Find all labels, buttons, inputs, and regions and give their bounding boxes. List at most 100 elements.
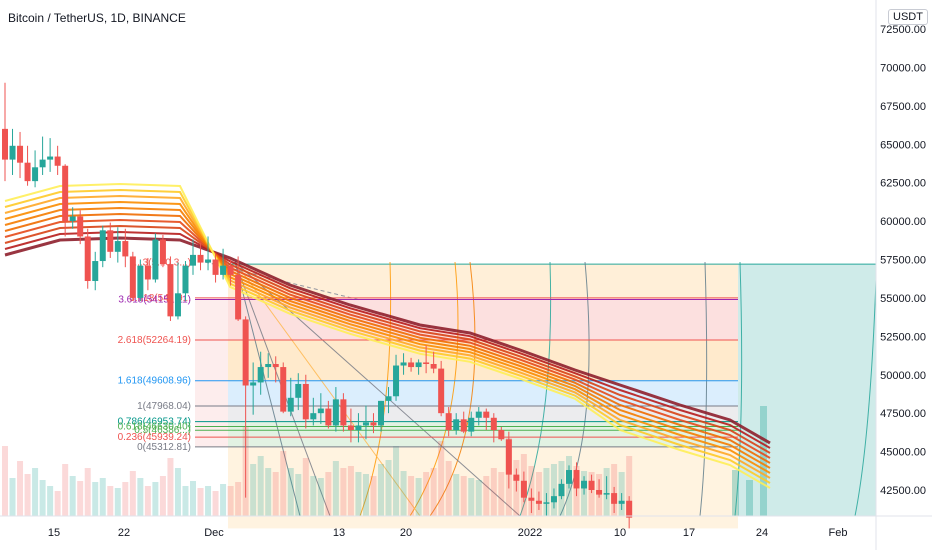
volume-bar xyxy=(287,468,294,516)
candle-body xyxy=(220,265,227,275)
volume-bar xyxy=(122,482,129,516)
candle xyxy=(69,207,76,229)
candle-body xyxy=(190,254,196,266)
volume-bar xyxy=(99,478,106,516)
candle-body xyxy=(618,500,625,504)
volume-bar xyxy=(129,471,136,516)
volume-bar xyxy=(355,472,362,516)
x-tick-label: 17 xyxy=(683,527,695,539)
volume-bar xyxy=(475,480,482,516)
candle xyxy=(378,400,384,432)
candle-body xyxy=(17,145,24,163)
y-tick-label: 55000.00 xyxy=(880,293,926,305)
candle xyxy=(611,486,618,514)
currency-button[interactable]: USDT xyxy=(888,9,928,25)
moving-average-line xyxy=(4,206,771,469)
volume-bar xyxy=(393,446,400,516)
candle xyxy=(17,131,24,179)
candle xyxy=(355,413,362,443)
y-tick-label: 62500.00 xyxy=(880,178,926,190)
candle-body xyxy=(626,500,633,518)
candle-body xyxy=(257,367,264,383)
candle xyxy=(618,493,625,510)
y-tick-label: 72500.00 xyxy=(880,24,926,36)
candle xyxy=(205,236,212,271)
volume-bar xyxy=(498,472,505,516)
candle-body xyxy=(174,293,181,317)
candle xyxy=(152,233,159,283)
candle xyxy=(415,359,422,375)
candle-body xyxy=(385,396,392,401)
candle-body xyxy=(265,363,272,368)
candle-body xyxy=(347,425,354,431)
candle xyxy=(626,496,633,529)
candle xyxy=(332,387,339,432)
candle xyxy=(137,259,144,301)
candle xyxy=(77,210,84,245)
volume-bar xyxy=(732,470,739,516)
candle xyxy=(558,479,565,500)
volume-bar xyxy=(250,464,257,516)
candle-body xyxy=(69,216,76,222)
volume-bar xyxy=(69,476,76,516)
candle xyxy=(265,353,272,378)
candle xyxy=(535,491,542,510)
candle xyxy=(566,465,572,489)
candle-body xyxy=(475,411,482,418)
candle xyxy=(340,393,347,432)
candle xyxy=(295,373,302,411)
y-tick-label: 45000.00 xyxy=(880,447,926,459)
candle-body xyxy=(24,162,31,182)
candle xyxy=(302,374,309,429)
candle xyxy=(453,413,460,435)
candle-body xyxy=(378,400,384,426)
fib-arc-6 xyxy=(734,261,743,517)
candle-body xyxy=(566,470,572,484)
candle-body xyxy=(144,265,151,280)
candle xyxy=(490,413,497,443)
volume-bar xyxy=(235,482,242,516)
candle xyxy=(347,408,354,443)
candle-body xyxy=(596,490,603,495)
projection-zone xyxy=(738,264,876,516)
fib-zone-6 xyxy=(228,446,738,529)
moving-average-line xyxy=(4,212,771,464)
fib-arc-7 xyxy=(854,279,877,517)
candle xyxy=(159,234,166,268)
candle xyxy=(475,407,482,426)
fib-arc-8 xyxy=(234,261,421,517)
volume-bar xyxy=(408,476,415,516)
candle xyxy=(550,488,557,509)
fib-level-label: 1.618(49608.96) xyxy=(118,376,191,387)
volume-bar xyxy=(54,491,61,516)
volume-bar xyxy=(438,441,445,516)
moving-average-line xyxy=(4,230,771,449)
candle xyxy=(362,405,369,440)
candle xyxy=(310,397,317,426)
candle xyxy=(250,362,257,415)
candle-body xyxy=(129,256,136,298)
volume-bar xyxy=(227,486,234,516)
x-tick-label: 2022 xyxy=(518,527,542,539)
candle xyxy=(280,362,287,414)
volume-bar xyxy=(2,446,8,516)
volume-bar xyxy=(280,451,287,516)
candle-body xyxy=(205,259,212,263)
candle-body xyxy=(370,422,377,426)
candle xyxy=(543,493,550,517)
candle xyxy=(84,228,91,289)
volume-bar xyxy=(257,456,264,516)
chart-title: Bitcoin / TetherUS, 1D, BINANCE xyxy=(8,11,186,25)
candle xyxy=(573,462,580,497)
candle-body xyxy=(603,493,610,495)
candle-body xyxy=(197,254,204,263)
candle-body xyxy=(114,241,121,252)
candle xyxy=(528,488,535,514)
candle xyxy=(144,257,151,291)
candle xyxy=(408,357,415,372)
volume-bar xyxy=(92,482,99,516)
y-tick-label: 70000.00 xyxy=(880,62,926,74)
candle-body xyxy=(317,408,324,414)
candle xyxy=(190,239,196,275)
